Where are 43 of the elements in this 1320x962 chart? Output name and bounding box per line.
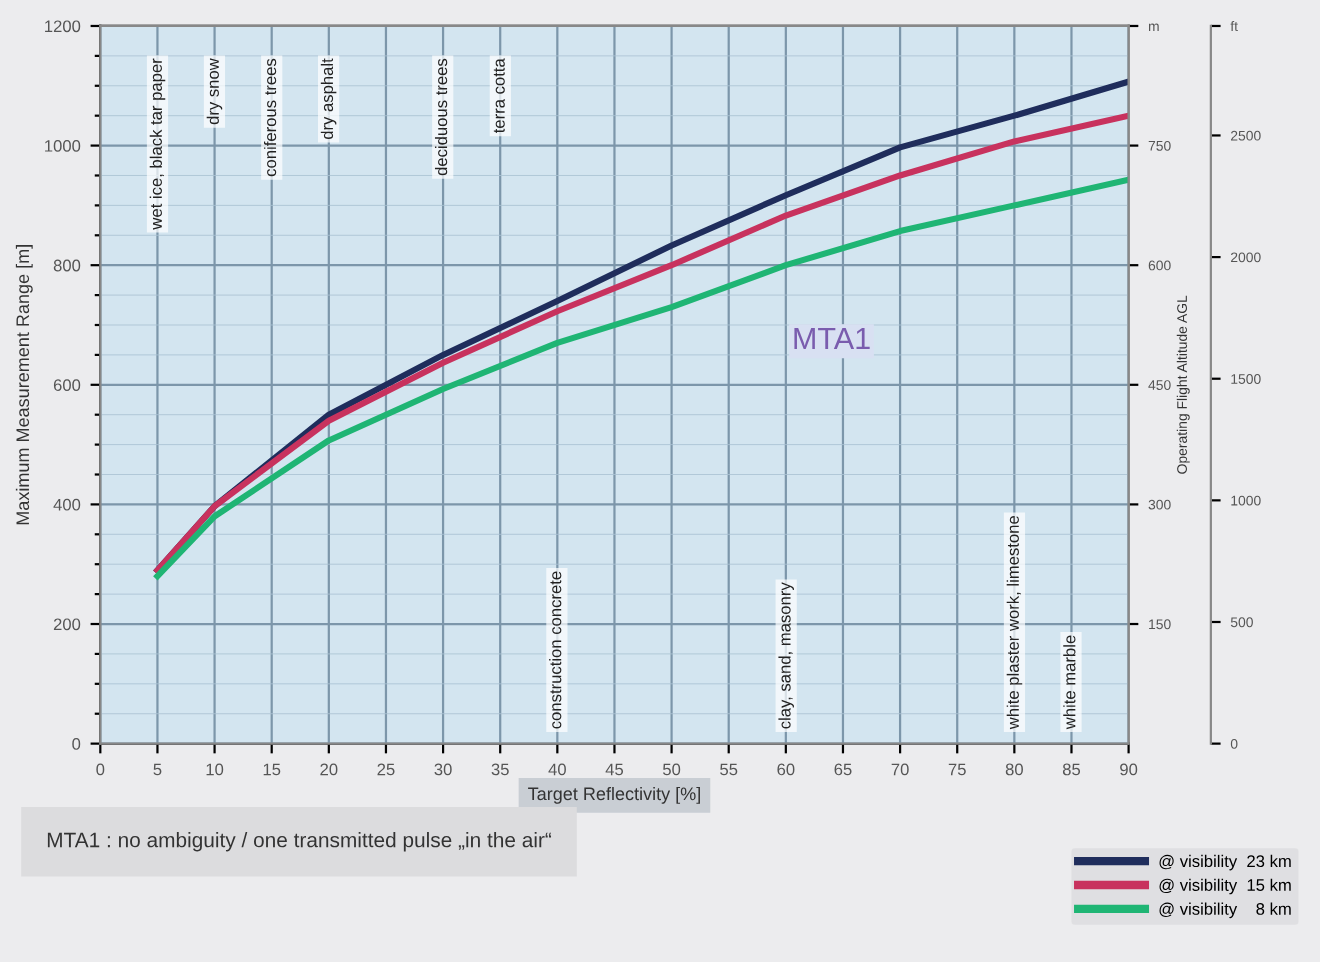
annotation: construction concrete: [549, 571, 562, 729]
x-tick-label: 5: [153, 763, 162, 776]
annotation: dry snow: [206, 58, 223, 125]
y-tick-label: 0: [72, 738, 81, 750]
annotation: clay, sand, masonry: [778, 582, 794, 729]
annotation: white marble: [1063, 635, 1076, 730]
x-tick-label: 50: [662, 763, 681, 776]
x-tick-label: 90: [1120, 763, 1138, 776]
y-tick-label: 1000: [45, 139, 81, 152]
x-tick-label: 10: [206, 763, 224, 776]
x-tick-label: 30: [434, 763, 452, 776]
legend-label: @ visibility 8 km: [1159, 902, 1291, 919]
x-tick-label: 25: [377, 763, 395, 776]
x-tick-label: 55: [720, 763, 738, 776]
y-tick-label: 200: [53, 618, 81, 631]
x-tick-label: 60: [777, 763, 795, 776]
x-tick-label: 35: [491, 763, 509, 776]
x-axis-title: Target Reflectivity [%]: [528, 786, 700, 804]
legend-label: @ visibility 23 km: [1159, 854, 1291, 871]
annotation: MTA1: [794, 328, 870, 350]
y-axis-title: Maximum Measurement Range [m]: [15, 245, 33, 525]
annotation: wet ice, black tar paper: [149, 58, 166, 230]
x-tick-label: 45: [605, 763, 624, 776]
annotation: terra cotta: [493, 58, 505, 134]
annotation: white plaster work, limestone: [1006, 516, 1023, 730]
annotation: coniferous trees: [263, 58, 277, 177]
x-tick-label: 40: [548, 763, 566, 776]
x-tick-label: 85: [1062, 763, 1081, 776]
x-tick-label: 15: [263, 763, 281, 776]
y-tick-label: 600: [53, 379, 81, 391]
text: MTA1 : no ambiguity / one transmitted pulse „in the air“: [47, 832, 552, 852]
x-tick-label: 65: [834, 763, 852, 776]
x-tick-label: 75: [948, 763, 966, 776]
annotation: deciduous trees: [434, 58, 448, 176]
x-tick-label: 20: [320, 763, 338, 776]
annotation: dry asphalt: [320, 58, 337, 140]
y-tick-label: 1200: [45, 20, 81, 33]
y-tick-label: 800: [53, 259, 81, 272]
y-tick-label: 400: [53, 498, 81, 511]
x-tick-label: 0: [96, 763, 105, 776]
x-tick-label: 80: [1005, 763, 1023, 776]
legend-label: @ visibility 15 km: [1159, 878, 1291, 895]
x-tick-label: 70: [891, 763, 909, 776]
